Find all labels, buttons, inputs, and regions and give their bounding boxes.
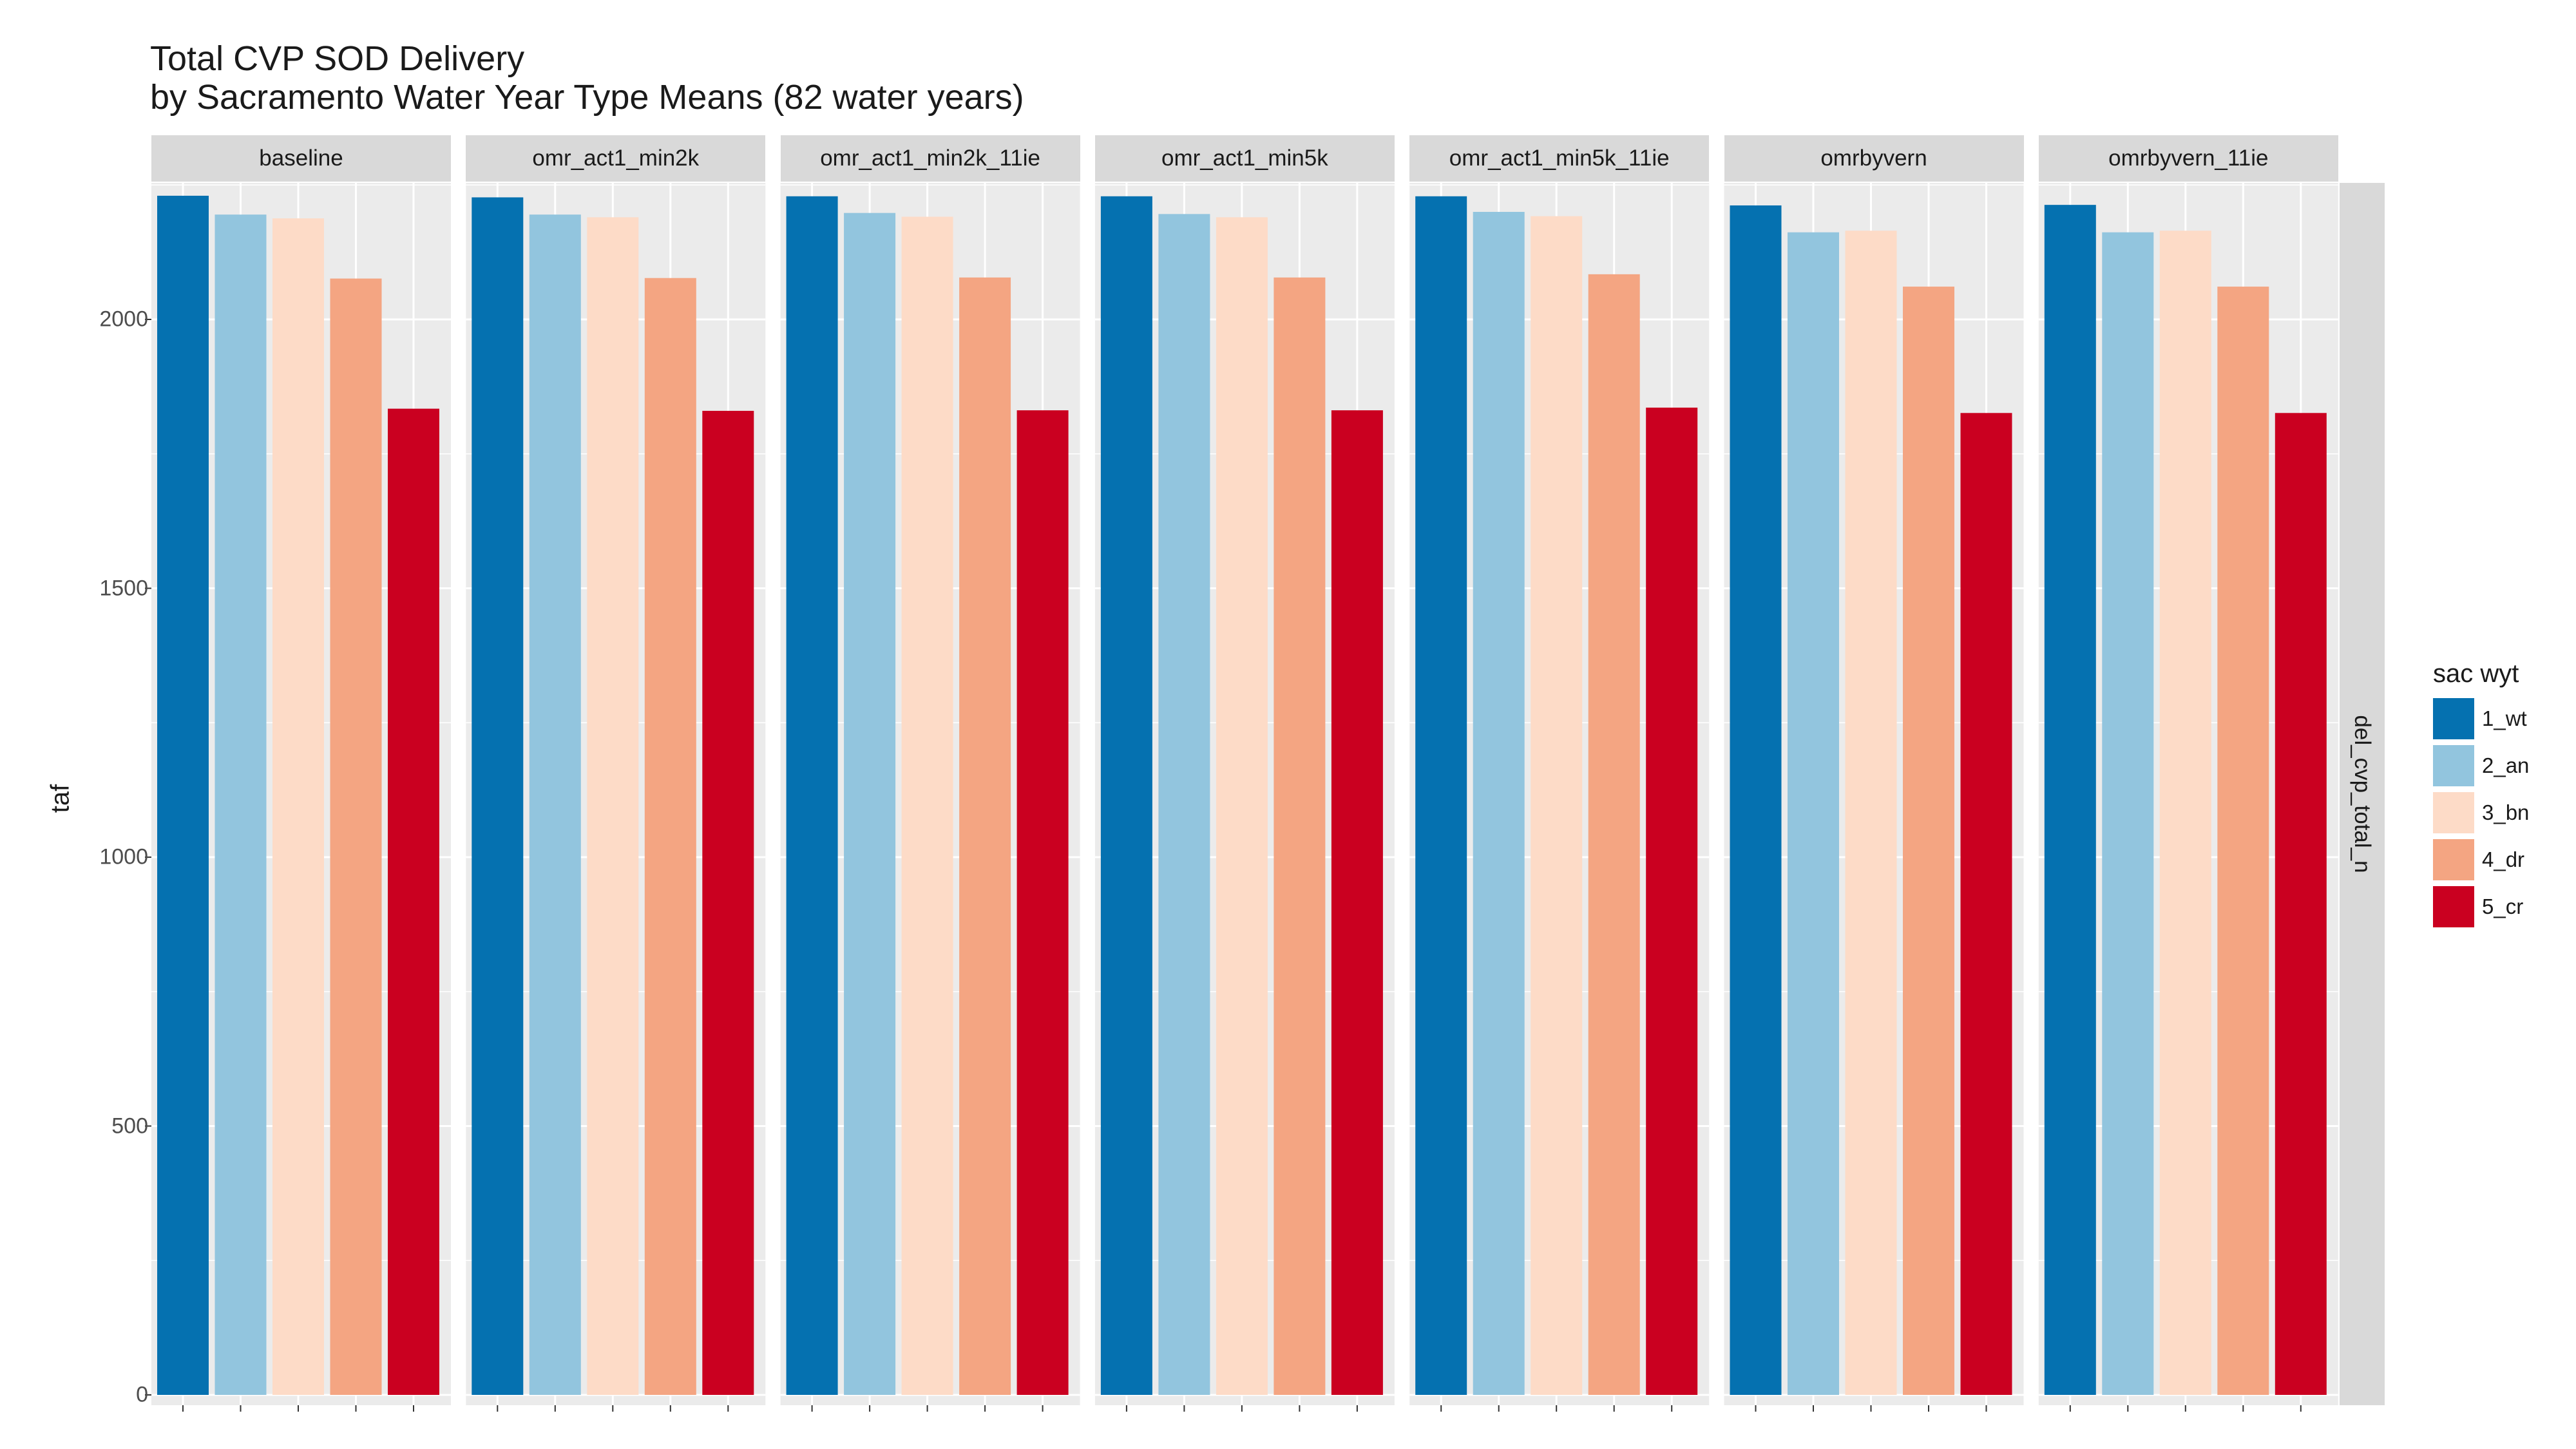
- bar-omrbyvern_11ie-1_wt: [2044, 205, 2096, 1395]
- legend-label-5_cr: 5_cr: [2482, 895, 2524, 918]
- legend-label-2_an: 2_an: [2482, 753, 2530, 777]
- facet-panel-omrbyvern_11ie: [2038, 183, 2338, 1412]
- legend-label-4_dr: 4_dr: [2482, 848, 2525, 871]
- bar-omr_act1_min2k-1_wt: [472, 197, 524, 1396]
- legend-label-3_bn: 3_bn: [2482, 800, 2530, 824]
- bar-baseline-1_wt: [157, 195, 209, 1396]
- bar-baseline-2_an: [215, 214, 267, 1395]
- bar-omr_act1_min2k-5_cr: [702, 410, 754, 1396]
- facet-strip-omrbyvern: omrbyvern: [1724, 135, 2024, 182]
- y-tick-label: 1000: [99, 844, 148, 869]
- y-tick-label: 2000: [99, 307, 148, 332]
- facet-strip-baseline: baseline: [151, 135, 451, 182]
- bar-baseline-3_bn: [272, 218, 324, 1395]
- bar-omr_act1_min2k_11ie-4_dr: [959, 277, 1011, 1395]
- legend-key-4_dr: [2433, 839, 2474, 880]
- bar-omrbyvern_11ie-2_an: [2102, 232, 2154, 1396]
- facet-strip-omr_act1_min2k: omr_act1_min2k: [466, 135, 766, 182]
- bar-omrbyvern_11ie-5_cr: [2275, 413, 2327, 1395]
- y-tick-label: 0: [136, 1382, 148, 1407]
- legend-title: sac wyt: [2433, 659, 2519, 688]
- bar-omrbyvern-2_an: [1788, 232, 1839, 1396]
- y-tick-label: 500: [111, 1113, 148, 1138]
- legend-key-5_cr: [2433, 886, 2474, 927]
- facet-panel-omr_act1_min2k_11ie: [780, 183, 1080, 1412]
- bar-omrbyvern-4_dr: [1903, 287, 1954, 1396]
- bar-baseline-5_cr: [388, 408, 439, 1395]
- bar-omr_act1_min2k_11ie-3_bn: [901, 216, 953, 1395]
- bar-omrbyvern_11ie-3_bn: [2159, 231, 2211, 1396]
- bar-omr_act1_min2k_11ie-1_wt: [786, 196, 838, 1395]
- facet-panel-omr_act1_min5k: [1094, 183, 1395, 1412]
- facet-panel-omr_act1_min5k_11ie: [1409, 183, 1710, 1412]
- facet-panel-omr_act1_min2k: [466, 183, 766, 1412]
- legend-label-1_wt: 1_wt: [2482, 706, 2527, 730]
- y-tick-label: 1500: [99, 576, 148, 600]
- bar-omr_act1_min5k-1_wt: [1100, 196, 1152, 1395]
- bar-omr_act1_min5k-3_bn: [1216, 217, 1268, 1396]
- bar-omr_act1_min5k-5_cr: [1331, 410, 1383, 1395]
- facet-panel-omrbyvern: [1724, 183, 2024, 1412]
- bar-omr_act1_min5k-2_an: [1158, 214, 1210, 1396]
- bar-omr_act1_min2k-4_dr: [644, 278, 696, 1396]
- bar-omr_act1_min2k_11ie-5_cr: [1016, 410, 1069, 1395]
- legend-key-3_bn: [2433, 792, 2474, 833]
- row-facet-strip: del_cvp_total_n: [2339, 183, 2385, 1405]
- bar-omr_act1_min2k_11ie-2_an: [844, 213, 896, 1395]
- bar-omrbyvern_11ie-4_dr: [2217, 287, 2269, 1396]
- facet-strip-omr_act1_min5k: omr_act1_min5k: [1094, 135, 1395, 182]
- bar-omr_act1_min5k_11ie-5_cr: [1646, 407, 1698, 1396]
- chart-title: Total CVP SOD Delivery: [150, 39, 525, 78]
- legend-key-1_wt: [2433, 698, 2474, 739]
- bar-omrbyvern-1_wt: [1730, 205, 1782, 1396]
- bar-omr_act1_min5k_11ie-3_bn: [1531, 216, 1583, 1396]
- bar-omr_act1_min5k_11ie-2_an: [1473, 212, 1525, 1395]
- facet-panel-baseline: [151, 183, 451, 1412]
- legend-key-2_an: [2433, 745, 2474, 786]
- bar-omrbyvern-3_bn: [1845, 231, 1897, 1396]
- chart-subtitle: by Sacramento Water Year Type Means (82 …: [150, 78, 1024, 117]
- bar-omr_act1_min5k-4_dr: [1274, 277, 1326, 1395]
- facet-strip-omr_act1_min5k_11ie: omr_act1_min5k_11ie: [1409, 135, 1710, 182]
- bar-omr_act1_min5k_11ie-1_wt: [1415, 196, 1467, 1395]
- bar-baseline-4_dr: [330, 278, 382, 1395]
- bar-omr_act1_min2k-3_bn: [587, 217, 639, 1396]
- bar-omr_act1_min2k-2_an: [529, 214, 581, 1395]
- facet-strip-omrbyvern_11ie: omrbyvern_11ie: [2038, 135, 2338, 182]
- facet-strip-omr_act1_min2k_11ie: omr_act1_min2k_11ie: [780, 135, 1080, 182]
- bar-omrbyvern-5_cr: [1960, 413, 2012, 1395]
- bar-omr_act1_min5k_11ie-4_dr: [1588, 274, 1640, 1395]
